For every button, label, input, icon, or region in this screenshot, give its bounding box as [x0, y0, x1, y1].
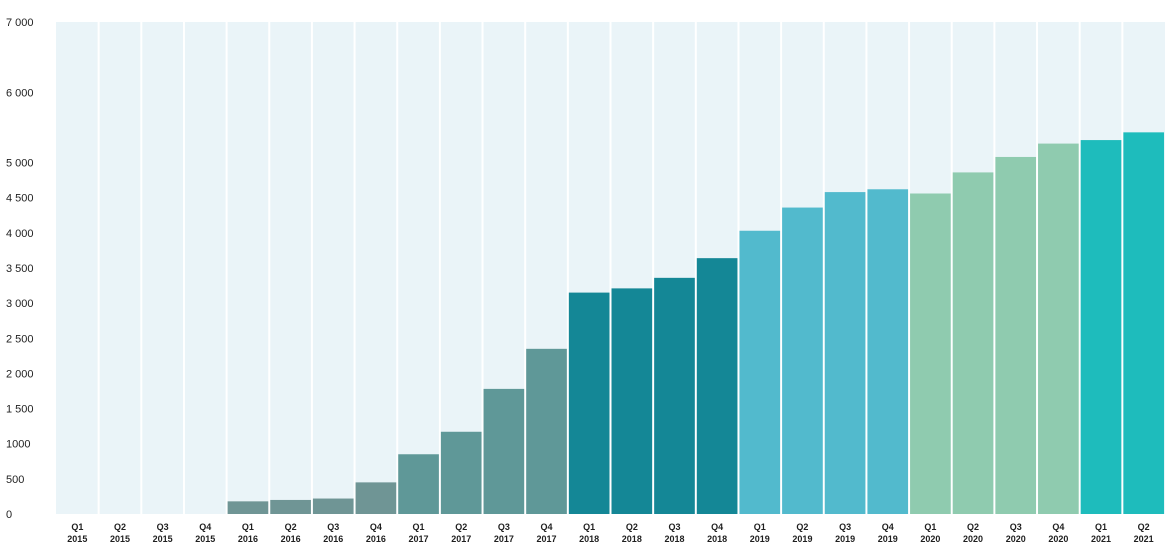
x-tick-year-label: 2015 — [153, 534, 173, 544]
x-tick-year-label: 2018 — [707, 534, 727, 544]
x-tick-quarter-label: Q2 — [796, 522, 808, 532]
x-tick-year-label: 2019 — [835, 534, 855, 544]
x-tick-quarter-label: Q4 — [1052, 522, 1064, 532]
x-tick-quarter-label: Q4 — [370, 522, 382, 532]
bar-q3-2018 — [654, 277, 695, 514]
x-tick-quarter-label: Q1 — [924, 522, 936, 532]
x-tick-quarter-label: Q1 — [583, 522, 595, 532]
x-tick-year-label: 2015 — [67, 534, 87, 544]
x-tick-quarter-label: Q1 — [754, 522, 766, 532]
y-tick-label: 1000 — [6, 439, 30, 451]
y-tick-label: 0 — [6, 509, 12, 521]
x-tick-quarter-label: Q2 — [1138, 522, 1150, 532]
bar-q3-2017 — [483, 388, 525, 514]
bar-q1-2021 — [1080, 140, 1122, 514]
x-tick-quarter-label: Q2 — [285, 522, 297, 532]
x-tick-year-label: 2017 — [494, 534, 514, 544]
x-tick-year-label: 2017 — [451, 534, 471, 544]
bar-q2-2020 — [952, 172, 994, 514]
x-tick-year-label: 2016 — [366, 534, 386, 544]
x-tick-year-label: 2019 — [878, 534, 898, 544]
x-tick-quarter-label: Q3 — [327, 522, 339, 532]
x-tick-quarter-label: Q1 — [242, 522, 254, 532]
x-tick-quarter-label: Q2 — [967, 522, 979, 532]
x-tick-year-label: 2020 — [920, 534, 940, 544]
x-tick-quarter-label: Q4 — [541, 522, 553, 532]
x-tick-year-label: 2021 — [1091, 534, 1111, 544]
bar-q1-2020 — [910, 193, 951, 515]
x-tick-quarter-label: Q3 — [157, 522, 169, 532]
x-tick-quarter-label: Q2 — [626, 522, 638, 532]
y-tick-label: 2 500 — [6, 333, 34, 345]
bar-q4-2016 — [355, 482, 397, 514]
bar-q2-2019 — [782, 207, 823, 514]
x-tick-quarter-label: Q3 — [839, 522, 851, 532]
x-tick-quarter-label: Q1 — [71, 522, 83, 532]
x-tick-year-label: 2016 — [238, 534, 258, 544]
bar-q1-2017 — [398, 454, 439, 514]
x-tick-quarter-label: Q2 — [114, 522, 126, 532]
y-tick-label: 7 000 — [6, 17, 34, 29]
y-tick-label: 3 000 — [6, 298, 34, 310]
x-tick-year-label: 2015 — [195, 534, 215, 544]
bar-q4-2018 — [696, 258, 738, 514]
y-tick-label: 5 000 — [6, 158, 34, 170]
y-tick-label: 500 — [6, 474, 24, 486]
x-tick-year-label: 2017 — [409, 534, 429, 544]
bar-q2-2021 — [1123, 132, 1164, 514]
y-tick-label: 3 500 — [6, 263, 34, 275]
bar-q4-2019 — [867, 189, 909, 514]
x-tick-year-label: 2016 — [323, 534, 343, 544]
bar-q3-2019 — [824, 192, 866, 514]
bar-q3-2020 — [995, 156, 1037, 514]
bar-q2-2017 — [440, 431, 482, 514]
x-tick-year-label: 2020 — [963, 534, 983, 544]
x-tick-quarter-label: Q1 — [1095, 522, 1107, 532]
bar-q4-2020 — [1038, 143, 1079, 514]
bar-q2-2016 — [270, 499, 311, 514]
bar-q2-2018 — [611, 288, 653, 514]
x-tick-quarter-label: Q4 — [882, 522, 894, 532]
x-tick-quarter-label: Q4 — [199, 522, 211, 532]
x-tick-year-label: 2021 — [1134, 534, 1154, 544]
bar-q4-2017 — [526, 348, 567, 514]
x-tick-year-label: 2017 — [537, 534, 557, 544]
x-tick-year-label: 2018 — [664, 534, 684, 544]
x-tick-quarter-label: Q1 — [413, 522, 425, 532]
x-tick-year-label: 2018 — [579, 534, 599, 544]
x-tick-year-label: 2015 — [110, 534, 130, 544]
y-tick-label: 1 500 — [6, 404, 34, 416]
x-tick-quarter-label: Q3 — [668, 522, 680, 532]
x-tick-year-label: 2020 — [1048, 534, 1068, 544]
y-tick-label: 4 000 — [6, 228, 34, 240]
x-tick-quarter-label: Q3 — [1010, 522, 1022, 532]
x-tick-quarter-label: Q3 — [498, 522, 510, 532]
x-tick-year-label: 2019 — [750, 534, 770, 544]
x-tick-year-label: 2016 — [281, 534, 301, 544]
x-tick-quarter-label: Q2 — [455, 522, 467, 532]
x-tick-quarter-label: Q4 — [711, 522, 723, 532]
y-tick-label: 2 000 — [6, 368, 34, 380]
y-tick-label: 4 500 — [6, 193, 34, 205]
y-tick-label: 6 000 — [6, 87, 34, 99]
x-tick-year-label: 2020 — [1006, 534, 1026, 544]
bar-q1-2016 — [227, 501, 269, 514]
x-tick-year-label: 2018 — [622, 534, 642, 544]
bar-q1-2018 — [568, 292, 610, 514]
bar-q3-2016 — [312, 498, 354, 514]
x-tick-year-label: 2019 — [792, 534, 812, 544]
bar-q1-2019 — [739, 230, 781, 514]
